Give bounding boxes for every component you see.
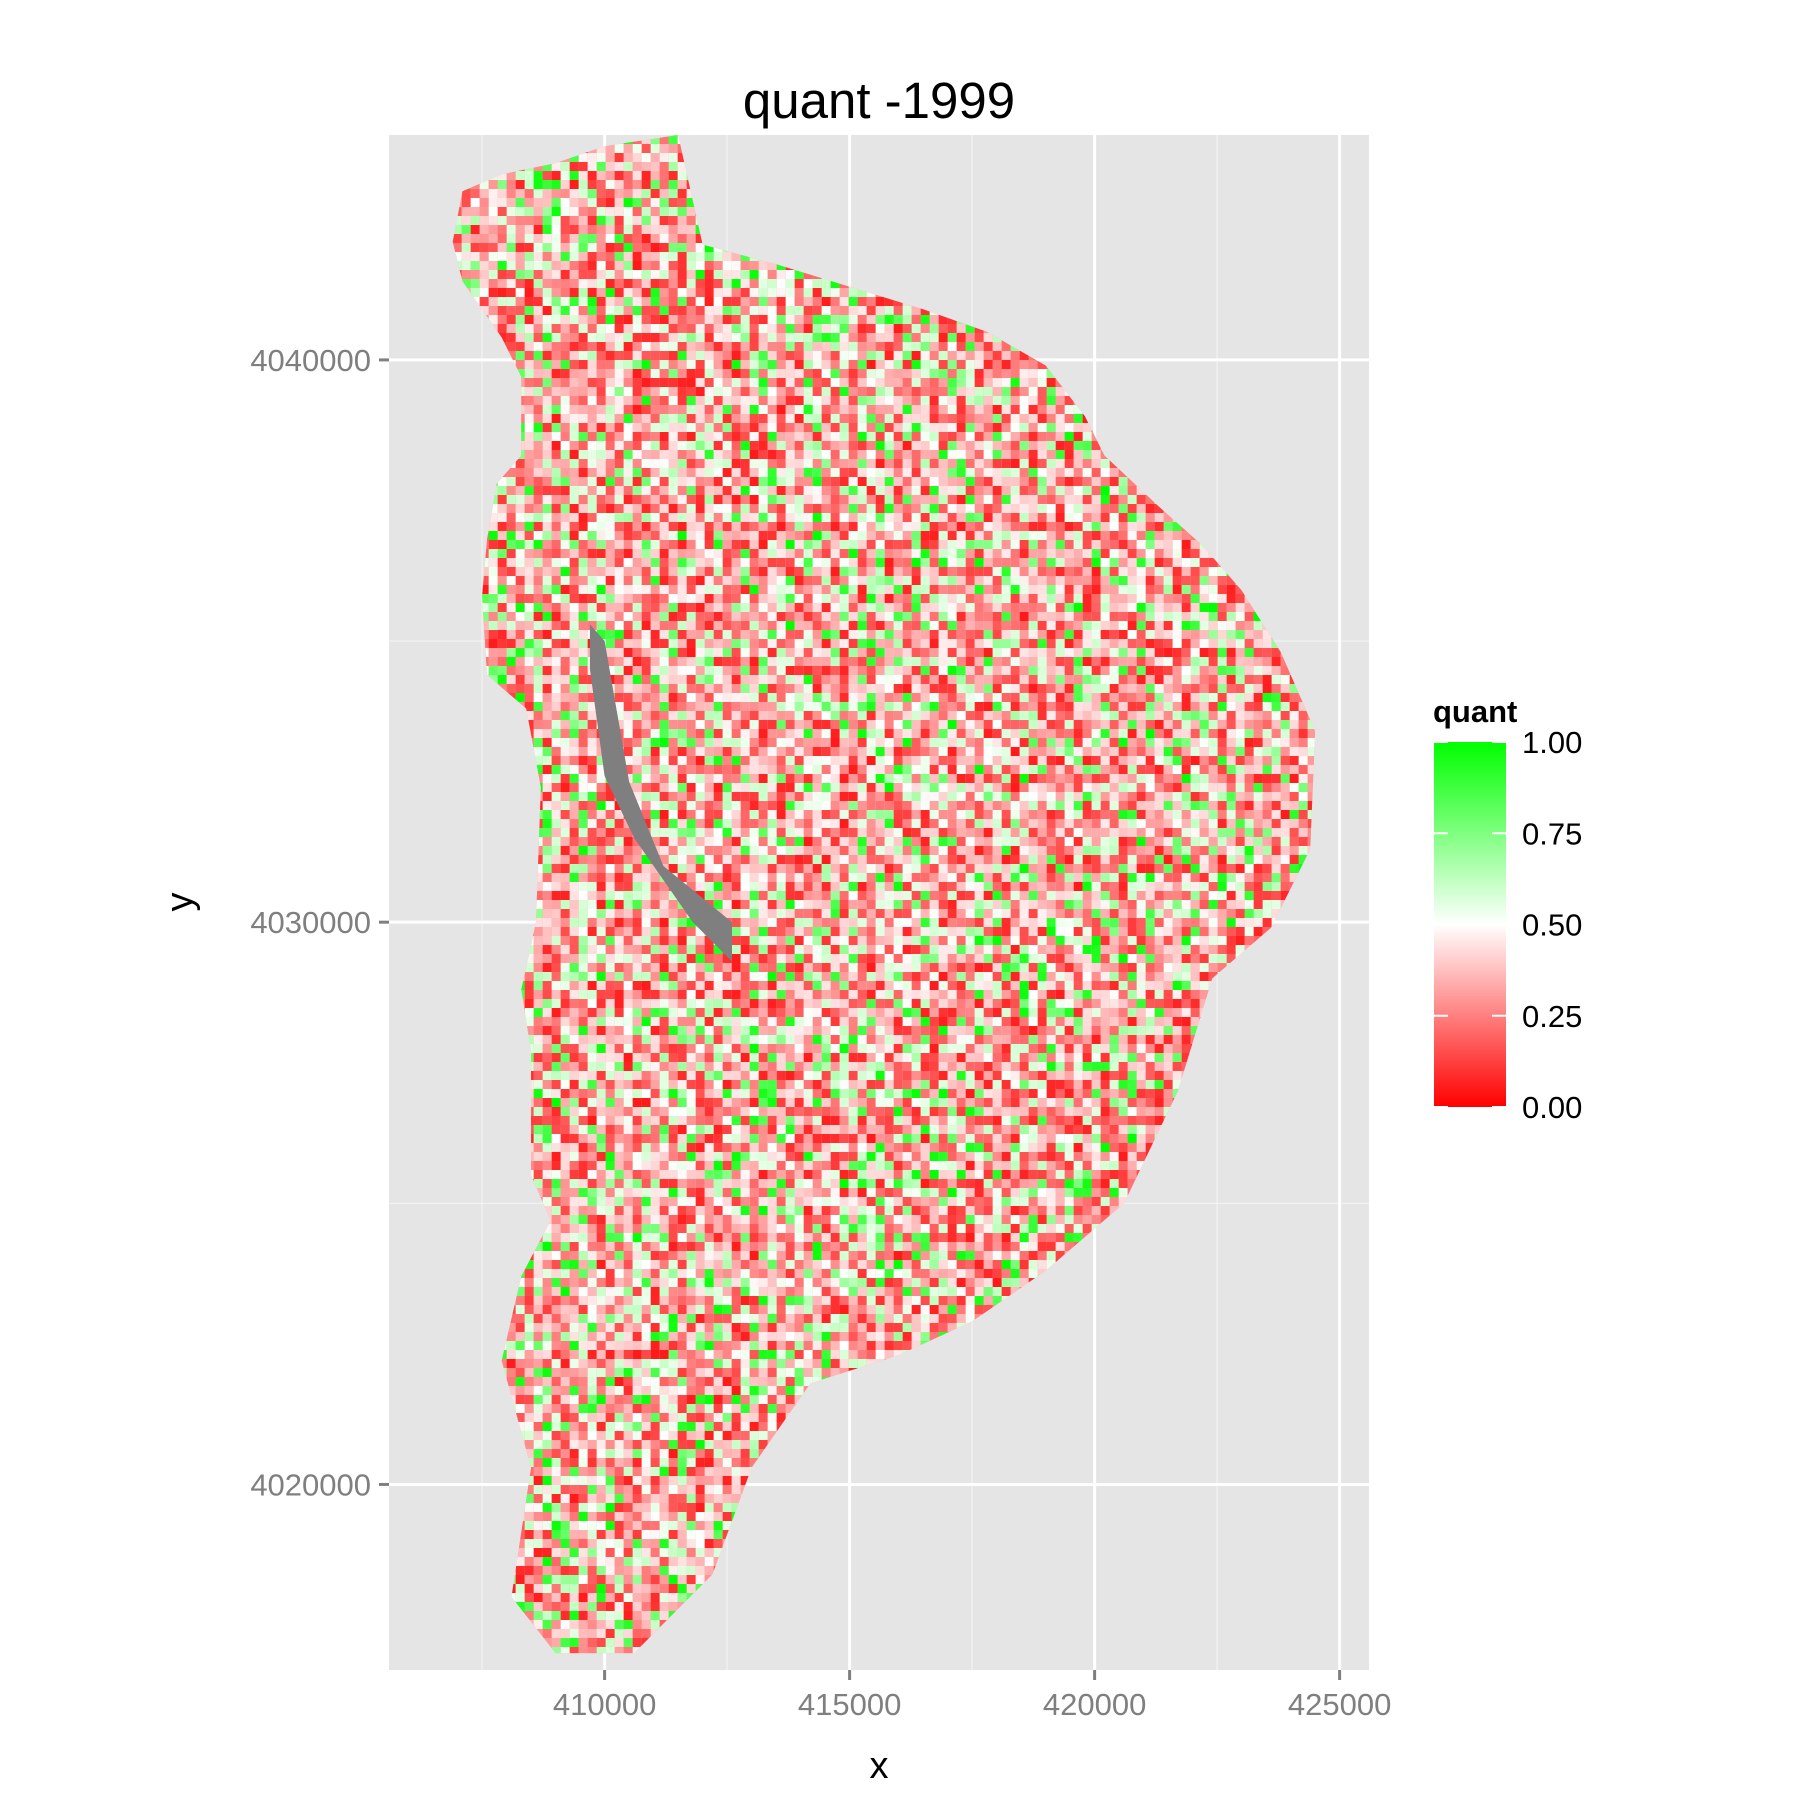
x-tick-label: 425000 (1288, 1687, 1391, 1722)
x-axis: 410000 415000 420000 425000 (553, 1670, 1391, 1722)
colorbar-label: 0.75 (1522, 816, 1582, 851)
y-axis: 4020000 4030000 4040000 (250, 343, 389, 1502)
x-axis-title: x (870, 1745, 889, 1787)
chart-title: quant -1999 (743, 72, 1015, 129)
y-axis-title: y (159, 893, 201, 912)
y-tick-label: 4040000 (250, 343, 371, 378)
x-tick-label: 420000 (1043, 1687, 1146, 1722)
x-tick-label: 410000 (553, 1687, 656, 1722)
y-tick-label: 4030000 (250, 905, 371, 940)
colorbar-label: 1.00 (1522, 725, 1582, 760)
legend: quant 1.00 0.75 0.50 0.25 0.00 (1433, 694, 1582, 1125)
colorbar-ticks: 1.00 0.75 0.50 0.25 0.00 (1434, 725, 1582, 1125)
colorbar-label: 0.25 (1522, 999, 1582, 1034)
x-tick-label: 415000 (798, 1687, 901, 1722)
legend-title: quant (1433, 694, 1517, 729)
na-region (589, 624, 732, 962)
colorbar-label: 0.50 (1522, 908, 1582, 943)
y-tick-label: 4020000 (250, 1467, 371, 1502)
colorbar-label: 0.00 (1522, 1090, 1582, 1125)
